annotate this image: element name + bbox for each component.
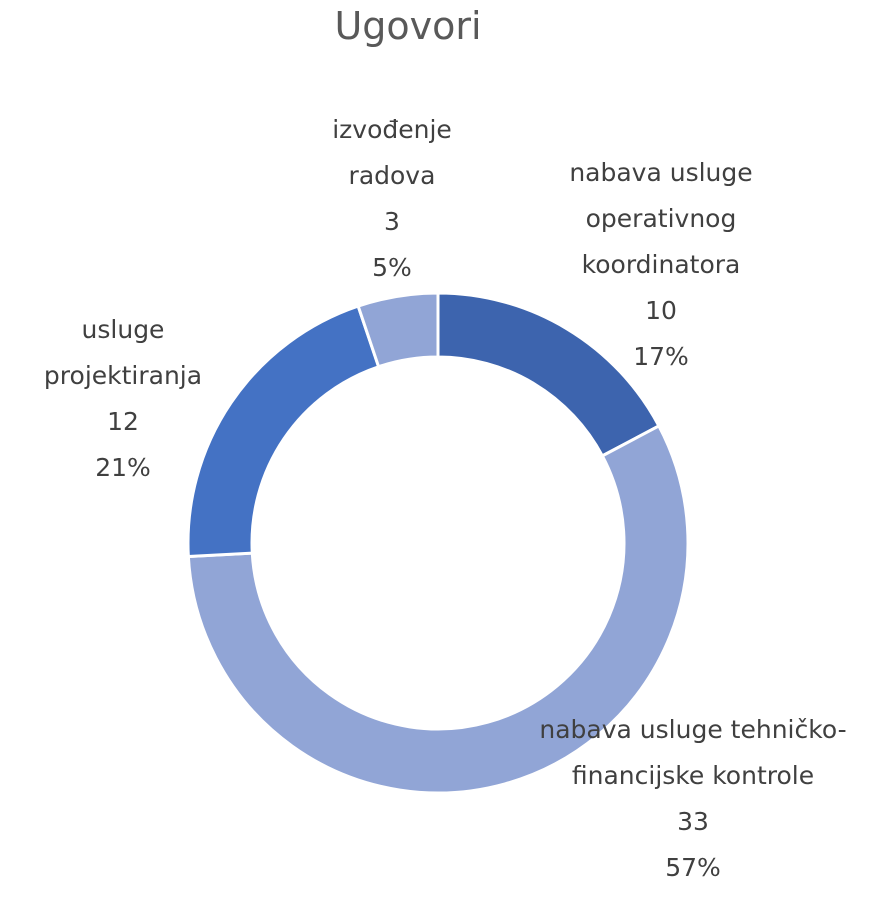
- data-label: nabava usluge tehničko-financijske kontr…: [538, 707, 848, 891]
- data-label: izvođenje radova 3 5%: [307, 107, 477, 291]
- label-category: nabava usluge operativnog koordinatora: [569, 158, 753, 279]
- data-label: nabava usluge operativnog koordinatora 10…: [541, 150, 781, 380]
- data-label: usluge projektiranja 12 21%: [18, 307, 228, 491]
- label-category: izvođenje radova: [332, 115, 452, 190]
- label-percent: 57%: [665, 853, 721, 882]
- label-value: 10: [645, 296, 677, 325]
- label-percent: 17%: [633, 342, 689, 371]
- label-value: 33: [677, 807, 709, 836]
- label-percent: 5%: [372, 253, 412, 282]
- donut-segment: [356, 291, 440, 369]
- donut-segment: [186, 423, 690, 795]
- label-value: 3: [384, 207, 400, 236]
- chart-title: Ugovori: [334, 4, 482, 48]
- label-value: 12: [107, 407, 139, 436]
- label-percent: 21%: [95, 453, 151, 482]
- label-category: nabava usluge tehničko-financijske kontr…: [539, 715, 847, 790]
- label-category: usluge projektiranja: [43, 315, 203, 390]
